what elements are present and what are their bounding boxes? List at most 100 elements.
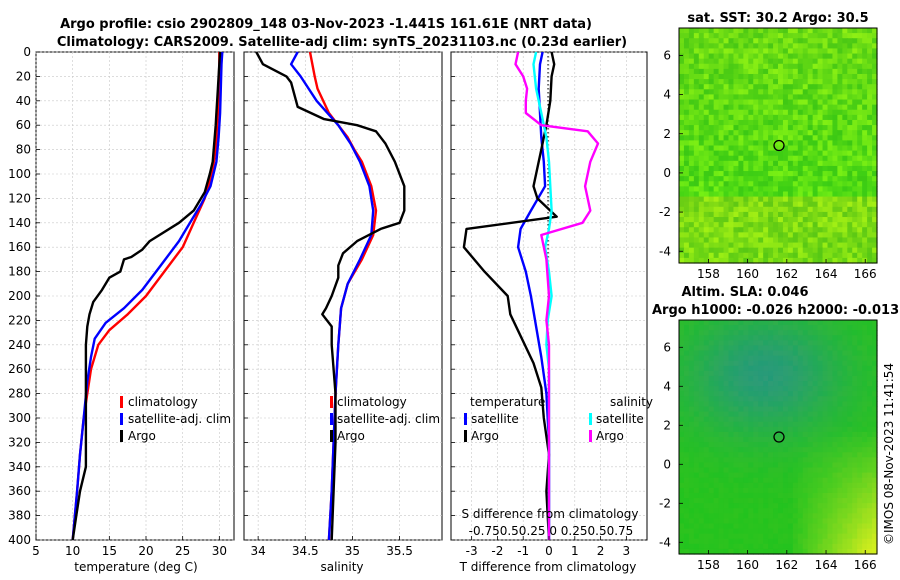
map-cell [683,340,690,347]
map-cell [738,386,744,392]
map-cell [862,437,868,443]
map-cell [782,222,789,228]
depth-tick-label: 240 [8,338,31,352]
map-cell [832,191,838,198]
map-cell [862,513,868,519]
map-cell [748,257,754,264]
map-cell [738,104,744,111]
map-cell [738,360,744,367]
map-cell [688,386,695,392]
map-cell [812,130,819,136]
map-cell [723,211,730,218]
map-cell [817,340,824,347]
map-cell [693,252,700,259]
map-cell [842,487,848,494]
map-cell [837,109,843,116]
map-cell [787,196,794,203]
map-cell [857,391,863,397]
map-cell [797,48,804,55]
map-cell [763,335,769,341]
map-cell [773,196,779,203]
map-cell [837,104,843,111]
map-cell [693,43,700,50]
map-cell [862,53,868,60]
map-cell [683,237,690,244]
map-cell [713,375,720,382]
map-cell [792,406,799,413]
map-cell [758,391,764,397]
map-cell [713,53,720,60]
map-cell [807,442,814,448]
map-cell [768,467,774,474]
map-cell [763,472,769,479]
depth-tick-label: 400 [8,533,31,547]
map-cell [797,242,804,249]
map-cell [857,53,863,60]
map-cell [792,457,799,464]
map-cell [862,135,868,141]
x-tick-label: -2 [491,544,503,558]
map-cell [708,94,715,101]
map-cell [763,252,769,259]
map-cell [753,28,759,34]
map-cell [718,508,725,514]
map-cell [728,350,735,357]
map-cell [867,416,873,423]
map-cell [832,150,838,157]
map-cell [743,28,749,34]
map-cell [782,462,789,469]
map-cell [693,33,700,39]
map-cell [733,252,739,259]
map-cell [748,406,754,413]
map-cell [812,492,819,499]
map-cell [753,84,759,90]
map-cell [738,119,744,126]
map-cell [832,222,838,228]
map-cell [862,94,868,101]
map-cell [802,165,809,172]
map-cell [847,206,853,213]
map-cell [847,252,853,259]
map-cell [812,370,819,377]
map-cell [872,176,878,182]
map-cell [758,523,764,530]
map-cell [862,130,868,136]
map-cell [768,345,774,352]
map-cell [683,487,690,494]
map-cell [688,68,695,75]
map-cell [787,247,794,254]
map-cell [802,538,809,545]
map-cell [782,320,789,326]
map-cell [778,38,784,44]
map-cell [807,482,814,489]
map-cell [758,477,764,484]
map-cell [797,538,804,545]
map-cell [827,104,834,111]
map-cell [683,396,690,402]
map-cell [713,518,720,525]
map-cell [718,201,725,208]
map-cell [753,365,759,372]
map-cell [857,487,863,494]
map-cell [703,350,710,357]
map-cell [782,181,789,187]
map-cell [807,119,814,126]
map-cell [763,411,769,418]
map-cell [812,145,819,152]
depth-tick-label: 140 [8,216,31,230]
map-cell [738,442,744,448]
map-cell [728,257,735,264]
map-cell [837,237,843,244]
map-cell [817,437,824,443]
map-cell [837,28,843,34]
map-cell [698,252,705,259]
map-cell [703,237,710,244]
map-cell [832,63,838,70]
map-cell [708,99,715,106]
map-cell [708,150,715,157]
map-cell [723,503,730,509]
x-tick-label: 15 [102,544,117,558]
map-cell [683,94,690,101]
map-cell [807,396,814,402]
map-cell [817,109,824,116]
